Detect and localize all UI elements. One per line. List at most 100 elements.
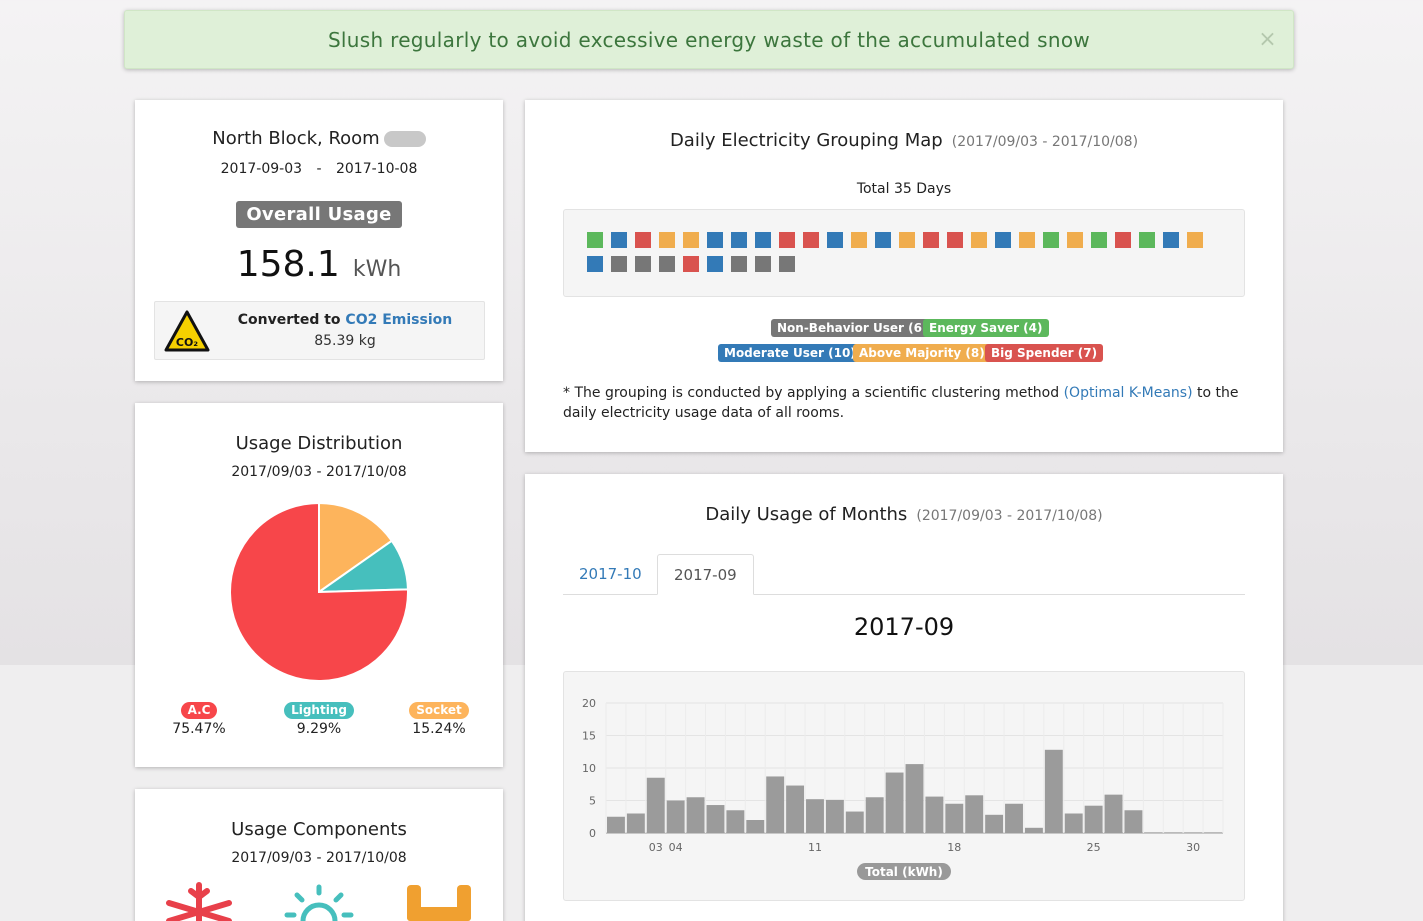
bar-day-2[interactable] bbox=[626, 813, 645, 834]
y-tick-label: 0 bbox=[589, 827, 596, 840]
day-square[interactable] bbox=[803, 232, 819, 248]
legend-badge-saver: Energy Saver (4) bbox=[923, 319, 1049, 337]
kmeans-link[interactable]: (Optimal K-Means) bbox=[1063, 385, 1193, 401]
day-square[interactable] bbox=[851, 232, 867, 248]
day-square[interactable] bbox=[1043, 232, 1059, 248]
day-square[interactable] bbox=[587, 232, 603, 248]
bar-day-27[interactable] bbox=[1124, 810, 1143, 833]
bar-day-6[interactable] bbox=[706, 805, 725, 833]
bar-day-18[interactable] bbox=[945, 803, 964, 833]
x-axis-label: Total (kWh) bbox=[865, 865, 943, 879]
day-square[interactable] bbox=[923, 232, 939, 248]
tab-2017-10[interactable]: 2017-10 bbox=[579, 565, 642, 583]
overall-usage-badge: Overall Usage bbox=[236, 201, 402, 228]
day-square[interactable] bbox=[659, 232, 675, 248]
legend-badge-moderate: Moderate User (10) bbox=[718, 344, 862, 362]
day-square[interactable] bbox=[611, 232, 627, 248]
day-square[interactable] bbox=[1139, 232, 1155, 248]
legend-badge-above: Above Majority (8) bbox=[853, 344, 991, 362]
bar-day-12[interactable] bbox=[825, 799, 844, 833]
day-square[interactable] bbox=[875, 232, 891, 248]
bar-day-17[interactable] bbox=[925, 796, 944, 833]
bar-day-1[interactable] bbox=[607, 816, 625, 833]
grouping-title: Daily Electricity Grouping Map bbox=[669, 130, 943, 151]
usage-value: 158.1 bbox=[236, 244, 340, 285]
note-prefix: * The grouping is conducted by applying … bbox=[563, 385, 1060, 401]
tab-2017-09[interactable]: 2017-09 bbox=[657, 554, 754, 595]
pie-slice-socket[interactable] bbox=[318, 502, 394, 594]
day-square[interactable] bbox=[947, 232, 963, 248]
bar-day-4[interactable] bbox=[666, 800, 685, 834]
day-square[interactable] bbox=[731, 256, 747, 272]
pie-slice-ac[interactable] bbox=[229, 502, 409, 682]
day-square[interactable] bbox=[827, 232, 843, 248]
bar-day-19[interactable] bbox=[965, 795, 984, 833]
x-tick-label: 18 bbox=[947, 841, 961, 854]
close-icon[interactable]: × bbox=[1258, 27, 1277, 52]
bar-day-25[interactable] bbox=[1084, 805, 1103, 833]
bar-day-23[interactable] bbox=[1044, 749, 1063, 833]
bar-day-26[interactable] bbox=[1104, 794, 1123, 833]
bar-day-20[interactable] bbox=[985, 814, 1004, 833]
pie-legend-item: Socket 15.24% bbox=[379, 699, 499, 737]
day-square[interactable] bbox=[779, 232, 795, 248]
pie-legend-percent: 75.47% bbox=[172, 721, 226, 737]
day-square[interactable] bbox=[1115, 232, 1131, 248]
day-square[interactable] bbox=[899, 232, 915, 248]
pie-legend-label: Lighting bbox=[284, 702, 354, 719]
room-title: North Block, Room bbox=[212, 128, 380, 149]
bar-day-10[interactable] bbox=[786, 785, 805, 833]
distribution-range: 2017/09/03 - 2017/10/08 bbox=[231, 464, 407, 480]
bar-day-31[interactable] bbox=[1204, 832, 1222, 833]
day-square[interactable] bbox=[1163, 232, 1179, 248]
day-square[interactable] bbox=[611, 256, 627, 272]
bar-day-13[interactable] bbox=[845, 811, 864, 833]
co2-emission-box: CO₂ Converted to CO2 Emission 85.39 kg bbox=[154, 301, 485, 360]
day-square[interactable] bbox=[755, 256, 771, 272]
bar-day-22[interactable] bbox=[1024, 827, 1043, 833]
pie-legend-item: Lighting 9.29% bbox=[259, 699, 379, 737]
note-line2: daily electricity usage data of all room… bbox=[563, 405, 845, 421]
bar-day-29[interactable] bbox=[1164, 832, 1183, 833]
bar-day-15[interactable] bbox=[885, 772, 904, 833]
day-square[interactable] bbox=[779, 256, 795, 272]
grouping-total-days: Total 35 Days bbox=[856, 181, 952, 197]
day-square[interactable] bbox=[587, 256, 603, 272]
day-square[interactable] bbox=[683, 256, 699, 272]
bar-day-16[interactable] bbox=[905, 764, 924, 833]
bar-day-9[interactable] bbox=[766, 776, 785, 833]
bar-day-11[interactable] bbox=[806, 799, 824, 833]
co2-emission-link[interactable]: CO2 Emission bbox=[345, 312, 453, 328]
usage-badge-row: Overall Usage bbox=[135, 201, 503, 228]
bar-day-30[interactable] bbox=[1184, 832, 1203, 833]
bar-day-7[interactable] bbox=[726, 810, 745, 833]
day-square[interactable] bbox=[1067, 232, 1083, 248]
day-square[interactable] bbox=[635, 256, 651, 272]
day-square[interactable] bbox=[683, 232, 699, 248]
day-square[interactable] bbox=[1091, 232, 1107, 248]
bar-day-8[interactable] bbox=[746, 820, 765, 833]
months-range: (2017/09/03 - 2017/10/08) bbox=[916, 508, 1103, 524]
day-square[interactable] bbox=[1019, 232, 1035, 248]
room-title-row: North Block, Room bbox=[135, 128, 503, 149]
month-heading: 2017-09 bbox=[853, 613, 955, 641]
day-square[interactable] bbox=[707, 256, 723, 272]
day-square[interactable] bbox=[971, 232, 987, 248]
day-square[interactable] bbox=[731, 232, 747, 248]
day-square[interactable] bbox=[659, 256, 675, 272]
day-square[interactable] bbox=[707, 232, 723, 248]
day-square[interactable] bbox=[635, 232, 651, 248]
bar-day-14[interactable] bbox=[865, 797, 884, 833]
bar-day-3[interactable] bbox=[646, 777, 665, 833]
day-square[interactable] bbox=[1187, 232, 1203, 248]
bar-day-28[interactable] bbox=[1144, 832, 1163, 833]
day-square[interactable] bbox=[995, 232, 1011, 248]
legend-badge-non_behavior: Non-Behavior User (6) bbox=[771, 319, 934, 337]
usage-value-row: 158.1 kWh bbox=[135, 244, 503, 285]
room-number-redacted bbox=[383, 131, 426, 147]
bar-day-5[interactable] bbox=[686, 797, 705, 833]
day-square[interactable] bbox=[755, 232, 771, 248]
bar-day-21[interactable] bbox=[1005, 803, 1023, 833]
lightbulb-icon bbox=[284, 884, 354, 921]
bar-day-24[interactable] bbox=[1064, 813, 1083, 834]
